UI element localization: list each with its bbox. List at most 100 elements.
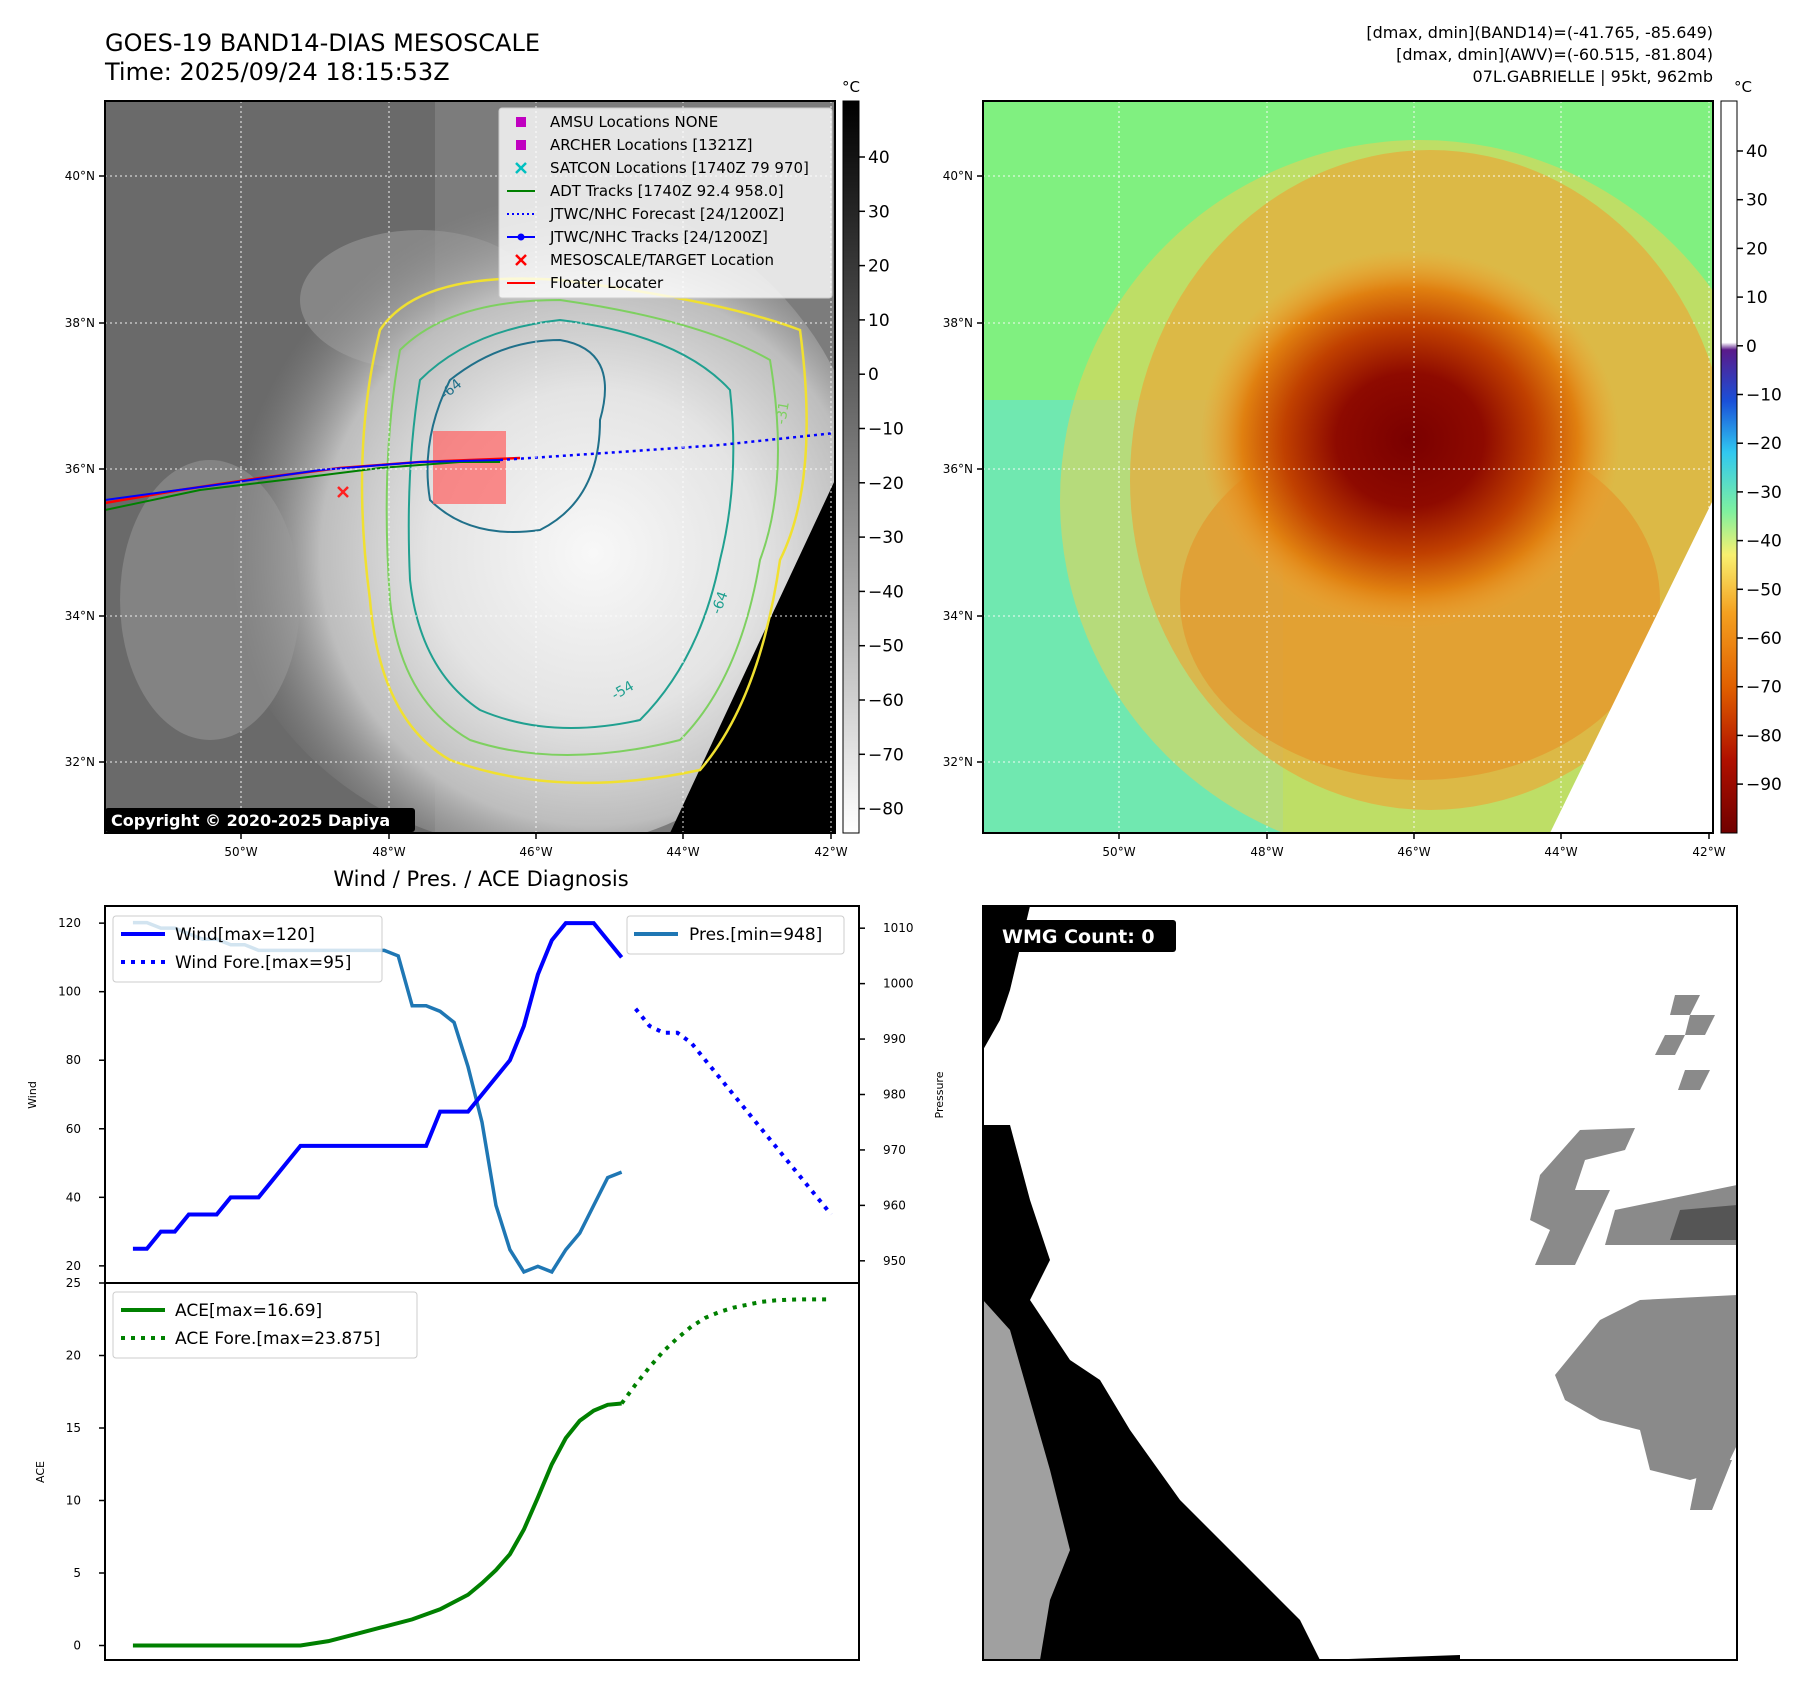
colorbar-tick-label: 30 [1746, 191, 1768, 211]
colorbar-tick-label: −70 [1746, 678, 1782, 698]
wmg-panel: WMG Count: 0 [982, 905, 1738, 1661]
colorbar-tick-label: 10 [868, 311, 890, 331]
legend-ace-forecast: ACE Fore.[max=23.875] [175, 1329, 380, 1349]
legend-item: JTWC/NHC Forecast [24/1200Z] [507, 205, 784, 223]
colorbar-tick-label: −60 [1746, 629, 1782, 649]
wmg-count: WMG Count: 0 [1002, 926, 1155, 948]
colorbar-tick-label: −90 [1746, 775, 1782, 795]
lat-tick-label: 34°N [943, 609, 973, 623]
pressure-tick-label: 960 [883, 1198, 906, 1212]
band14-colorbar: °C 40 30 20 10 0 −10 −20 −30 −40 −50 −60 −70 −80 [842, 78, 904, 834]
lat-tick-label: 38°N [65, 316, 95, 330]
wmg-count-badge: WMG Count: 0 [994, 920, 1176, 952]
pressure-tick-label: 980 [883, 1088, 906, 1102]
colorbar-tick-label: 10 [1746, 288, 1768, 308]
legend-marker [515, 162, 527, 174]
ace-axis-label: ACE [34, 1461, 47, 1483]
legend-label: ADT Tracks [1740Z 92.4 958.0] [550, 182, 784, 200]
pressure-tick-label: 970 [883, 1143, 906, 1157]
lon-tick-label: 42°W [814, 845, 847, 859]
legend-wind-forecast: Wind Fore.[max=95] [175, 953, 351, 973]
colorbar-tick-label: −60 [868, 691, 904, 711]
legend-label: AMSU Locations NONE [550, 113, 718, 131]
pressure-legend: Pres.[min=948] [626, 915, 845, 955]
wind-tick-label: 20 [66, 1259, 81, 1273]
contour-label: -31 [773, 400, 793, 425]
colorbar-tick-label: 40 [1746, 142, 1768, 162]
lat-tick-label: 32°N [65, 755, 95, 769]
contour-label: -64 [709, 589, 732, 616]
legend-label: JTWC/NHC Forecast [24/1200Z] [549, 205, 784, 223]
legend-label: MESOSCALE/TARGET Location [550, 251, 774, 269]
awv-map [983, 101, 1713, 833]
legend-wind: Wind[max=120] [175, 925, 315, 945]
colorbar-tick-label: −50 [868, 637, 904, 657]
colorbar-tick-label: 20 [868, 257, 890, 277]
copyright-text: Copyright © 2020-2025 Dapiya [111, 811, 390, 830]
legend-item: Floater Locater [507, 274, 664, 292]
lon-tick-label: 48°W [1250, 845, 1283, 859]
wind-pressure-chart: 20 40 60 80 100 120 950 960 970 980 990 1000 1010 W… [26, 905, 946, 1284]
colorbar-tick-label: −80 [868, 800, 904, 820]
wind-tick-label: 80 [66, 1053, 81, 1067]
legend-marker [516, 140, 526, 150]
colorbar-tick-label: −10 [868, 420, 904, 440]
legend-item: JTWC/NHC Tracks [24/1200Z] [507, 228, 768, 246]
wind-forecast-line [634, 1007, 833, 1216]
wind-tick-label: 100 [58, 985, 81, 999]
lon-tick-label: 50°W [224, 845, 257, 859]
lon-tick-label: 44°W [666, 845, 699, 859]
legend-item: ADT Tracks [1740Z 92.4 958.0] [507, 182, 784, 200]
pressure-axis-label: Pressure [933, 1071, 946, 1118]
awv-colorbar: °C 40 30 20 10 0 −10 −20 −30 −40 −50 −60 −70 −80 −90 [1720, 78, 1782, 834]
lat-tick-label: 34°N [65, 609, 95, 623]
lon-tick-label: 46°W [1397, 845, 1430, 859]
colorbar-tick-label: 40 [868, 148, 890, 168]
figure-title: GOES-19 BAND14-DIAS MESOSCALE [105, 29, 540, 57]
colorbar-unit: °C [842, 78, 860, 96]
colorbar-tick-label: −40 [1746, 532, 1782, 552]
lat-tick-label: 36°N [943, 462, 973, 476]
colorbar-tick-label: −30 [868, 528, 904, 548]
copyright-badge: Copyright © 2020-2025 Dapiya [105, 808, 415, 832]
pressure-tick-label: 990 [883, 1032, 906, 1046]
ace-line [132, 1401, 622, 1648]
ace-legend: ACE[max=16.69] ACE Fore.[max=23.875] [112, 1291, 418, 1359]
ace-forecast-line [620, 1297, 832, 1405]
legend-label: ARCHER Locations [1321Z] [550, 136, 753, 154]
colorbar-tick-label: −20 [1746, 434, 1782, 454]
ace-tick-label: 5 [73, 1566, 81, 1580]
wind-axis-label: Wind [26, 1081, 39, 1109]
legend-label: SATCON Locations [1740Z 79 970] [550, 159, 809, 177]
lat-tick-label: 38°N [943, 316, 973, 330]
legend-marker [516, 117, 526, 127]
wind-tick-label: 120 [58, 916, 81, 930]
pressure-tick-label: 1010 [883, 921, 914, 935]
ace-chart: 0 5 10 15 20 25 ACE ACE[max=16.69] ACE Fore.[… [34, 1276, 860, 1661]
colorbar-tick-label: 30 [868, 202, 890, 222]
ace-tick-label: 0 [73, 1639, 81, 1653]
stats-storm: 07L.GABRIELLE | 95kt, 962mb [1473, 67, 1713, 86]
wind-line [132, 921, 624, 1251]
legend-item: AMSU Locations NONE [516, 113, 718, 131]
figure-time: Time: 2025/09/24 18:15:53Z [104, 58, 450, 86]
lon-tick-label: 50°W [1102, 845, 1135, 859]
legend-item: MESOSCALE/TARGET Location [515, 251, 774, 269]
colorbar-tick-label: 0 [1746, 337, 1757, 357]
lat-tick-label: 32°N [943, 755, 973, 769]
stats-awv: [dmax, dmin](AWV)=(-60.515, -81.804) [1396, 45, 1713, 64]
colorbar-tick-label: −20 [868, 474, 904, 494]
ace-tick-label: 25 [66, 1276, 81, 1290]
lon-tick-label: 46°W [519, 845, 552, 859]
map-legend: AMSU Locations NONE ARCHER Locations [132… [498, 107, 833, 299]
legend-item: SATCON Locations [1740Z 79 970] [515, 159, 809, 177]
ace-tick-label: 10 [66, 1494, 81, 1508]
lon-tick-label: 44°W [1544, 845, 1577, 859]
legend-pressure: Pres.[min=948] [689, 925, 822, 945]
colorbar-tick-label: −50 [1746, 580, 1782, 600]
stats-band14: [dmax, dmin](BAND14)=(-41.765, -85.649) [1366, 23, 1713, 42]
legend-marker [507, 233, 535, 241]
ace-tick-label: 15 [66, 1421, 81, 1435]
mesoscale-target-marker [337, 486, 349, 498]
